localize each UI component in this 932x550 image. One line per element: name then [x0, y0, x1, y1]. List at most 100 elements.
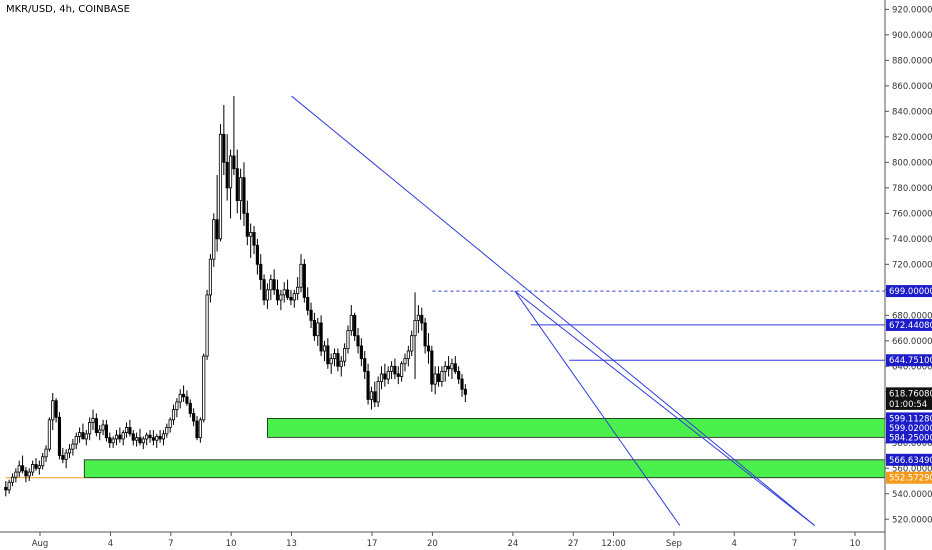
price-tag-label: 566.63490000: [889, 456, 932, 466]
candle-body: [10, 476, 15, 483]
candle-body: [269, 279, 273, 291]
candle-body: [67, 448, 72, 454]
price-tag-label: 672.44080000: [889, 321, 932, 331]
price-tick-label: 820.00000000: [892, 133, 932, 143]
price-tick-label: 680.00000000: [892, 311, 932, 321]
candle-body: [322, 345, 327, 352]
candle-body: [306, 297, 310, 311]
candle-body: [457, 370, 461, 380]
support-zone: [266, 418, 886, 438]
price-tick-label: 900.00000000: [892, 31, 932, 41]
candle-body: [148, 434, 152, 439]
candle-body: [7, 481, 11, 491]
candle-body: [145, 434, 149, 440]
time-tick-label: 10: [850, 539, 861, 549]
support-zone: [83, 459, 886, 479]
time-axis[interactable]: Aug 4 7 10 13 17 20 24 27 12:00 Sep 4 7 10: [0, 531, 885, 549]
price-tag: [886, 354, 932, 367]
candle-body: [463, 388, 467, 395]
candle-body: [410, 335, 414, 352]
candle-body: [205, 294, 209, 357]
candle-body: [118, 434, 122, 440]
price-tag-label: 01:00:54: [889, 400, 927, 410]
candle-body: [436, 373, 441, 382]
candle-body: [369, 391, 374, 400]
price-tag-label: 644.75100000: [889, 356, 932, 366]
candle-body: [379, 373, 384, 382]
candle-body: [155, 435, 159, 441]
candle-body: [275, 289, 280, 301]
price-tag: [886, 422, 932, 435]
trendline: [514, 290, 681, 526]
candle-body: [426, 345, 431, 352]
candle-body: [353, 314, 357, 337]
price-tick-label: 760.00000000: [892, 209, 932, 219]
candle-body: [128, 427, 132, 435]
candle-body: [47, 419, 51, 450]
candle-body: [386, 370, 390, 380]
candle-body: [208, 258, 212, 296]
candle-body: [54, 400, 58, 418]
price-tag: [886, 471, 932, 484]
candle-body: [124, 427, 129, 433]
time-tick-label: 12:00: [601, 539, 626, 549]
candle-body: [61, 455, 65, 460]
candle-body: [195, 420, 199, 439]
candle-body: [349, 314, 353, 331]
price-tick-label: 520.00000000: [892, 515, 932, 525]
time-tick-label: 27: [568, 539, 579, 549]
time-tick-label: Sep: [666, 539, 682, 549]
candle-body: [453, 363, 457, 372]
candle-body: [343, 348, 347, 362]
price-tag: [886, 387, 932, 400]
candle-body: [420, 314, 424, 324]
plot-area[interactable]: [4, 95, 886, 527]
price-tick-label: 840.00000000: [892, 107, 932, 117]
candle-body: [91, 418, 95, 423]
candle-body: [168, 419, 172, 428]
candle-body: [265, 289, 270, 301]
candle-body: [430, 350, 434, 385]
time-tick-label: 13: [286, 539, 297, 549]
price-tag-label: 552.57290000: [889, 474, 932, 484]
candle-body: [37, 465, 41, 469]
price-axis[interactable]: 920.00000000 900.00000000 880.00000000 860.…: [884, 0, 932, 550]
candle-body: [363, 358, 367, 372]
candle-body: [286, 289, 290, 298]
candle-body: [272, 279, 276, 291]
trendlines: [291, 95, 816, 527]
time-tick-label: 4: [108, 539, 113, 549]
candle-body: [389, 365, 394, 372]
time-tick-label: 7: [792, 539, 797, 549]
candle-body: [279, 294, 283, 301]
price-tag: [886, 318, 932, 331]
candle-body: [366, 370, 370, 400]
price-tag-label: 584.25000000: [889, 433, 932, 443]
candle-body: [299, 263, 303, 288]
candle-body: [78, 432, 82, 437]
candle-body: [64, 452, 68, 460]
price-tick-label: 720.00000000: [892, 260, 932, 270]
candle-body: [121, 432, 125, 440]
candle-body: [178, 393, 182, 403]
candle-body: [336, 353, 340, 367]
candle-body: [262, 279, 266, 301]
price-tick-label: 880.00000000: [892, 56, 932, 66]
time-tick-label: Aug: [32, 539, 49, 549]
price-tick-label: 800.00000000: [892, 158, 932, 168]
candle-body: [161, 433, 166, 440]
candle-body: [242, 177, 246, 214]
candle-body: [416, 314, 420, 321]
price-tick-label: 640.00000000: [892, 362, 932, 372]
candle-body: [192, 413, 196, 422]
candle-body: [34, 464, 38, 469]
price-tags: 699.00000000 672.44080000 644.75100000 618.…: [886, 285, 932, 484]
candle-body: [235, 168, 239, 201]
candle-body: [447, 365, 451, 370]
candle-body: [202, 355, 206, 421]
candle-body: [108, 437, 112, 444]
price-tag: [886, 412, 932, 425]
trendline: [291, 95, 816, 527]
candle-body: [450, 363, 454, 370]
